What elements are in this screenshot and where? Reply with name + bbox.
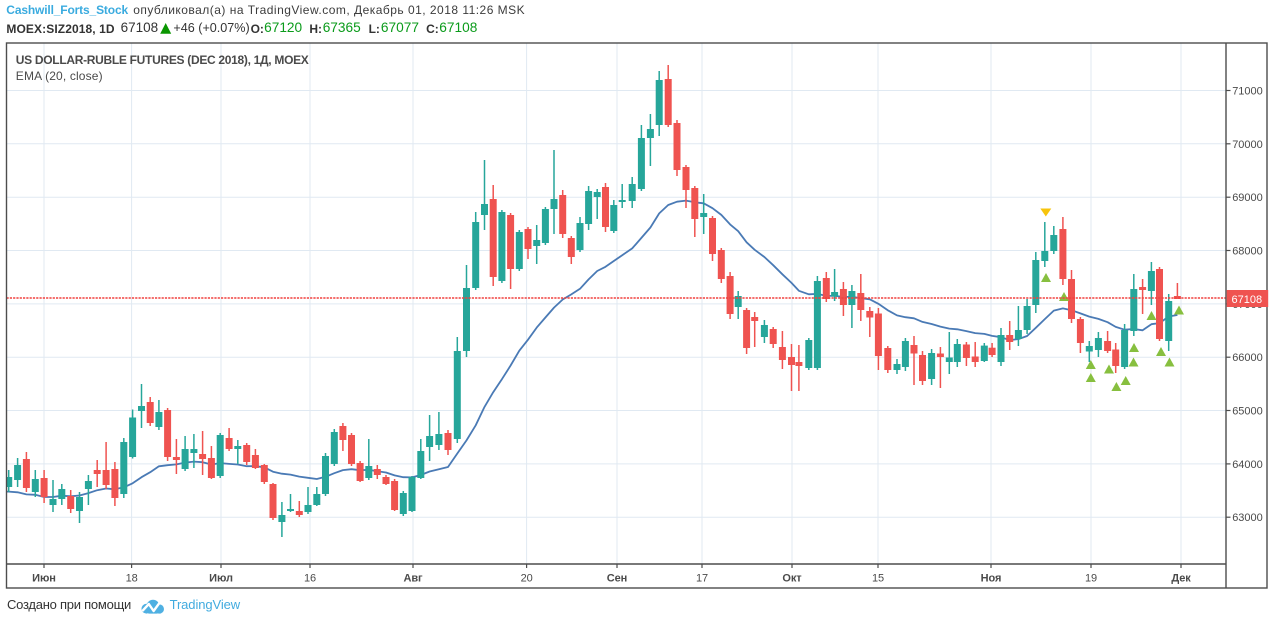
svg-text:19: 19	[1085, 573, 1097, 585]
svg-text:Июл: Июл	[209, 573, 233, 585]
svg-text:Дек: Дек	[1171, 573, 1191, 585]
svg-text:18: 18	[126, 573, 138, 585]
svg-text:Авг: Авг	[404, 573, 424, 585]
svg-text:65000: 65000	[1232, 406, 1263, 418]
svg-text:20: 20	[521, 573, 533, 585]
svg-text:63000: 63000	[1232, 512, 1263, 524]
svg-text:15: 15	[872, 573, 884, 585]
svg-text:Ноя: Ноя	[981, 573, 1002, 585]
svg-text:17: 17	[696, 573, 708, 585]
svg-text:Окт: Окт	[782, 573, 802, 585]
svg-text:Сен: Сен	[607, 573, 627, 585]
svg-text:67108: 67108	[1232, 294, 1263, 306]
svg-text:64000: 64000	[1232, 459, 1263, 471]
svg-text:70000: 70000	[1232, 139, 1263, 151]
svg-text:71000: 71000	[1232, 86, 1263, 98]
svg-text:69000: 69000	[1232, 192, 1263, 204]
svg-text:Июн: Июн	[32, 573, 56, 585]
svg-text:66000: 66000	[1232, 352, 1263, 364]
svg-text:16: 16	[304, 573, 316, 585]
svg-text:68000: 68000	[1232, 246, 1263, 258]
